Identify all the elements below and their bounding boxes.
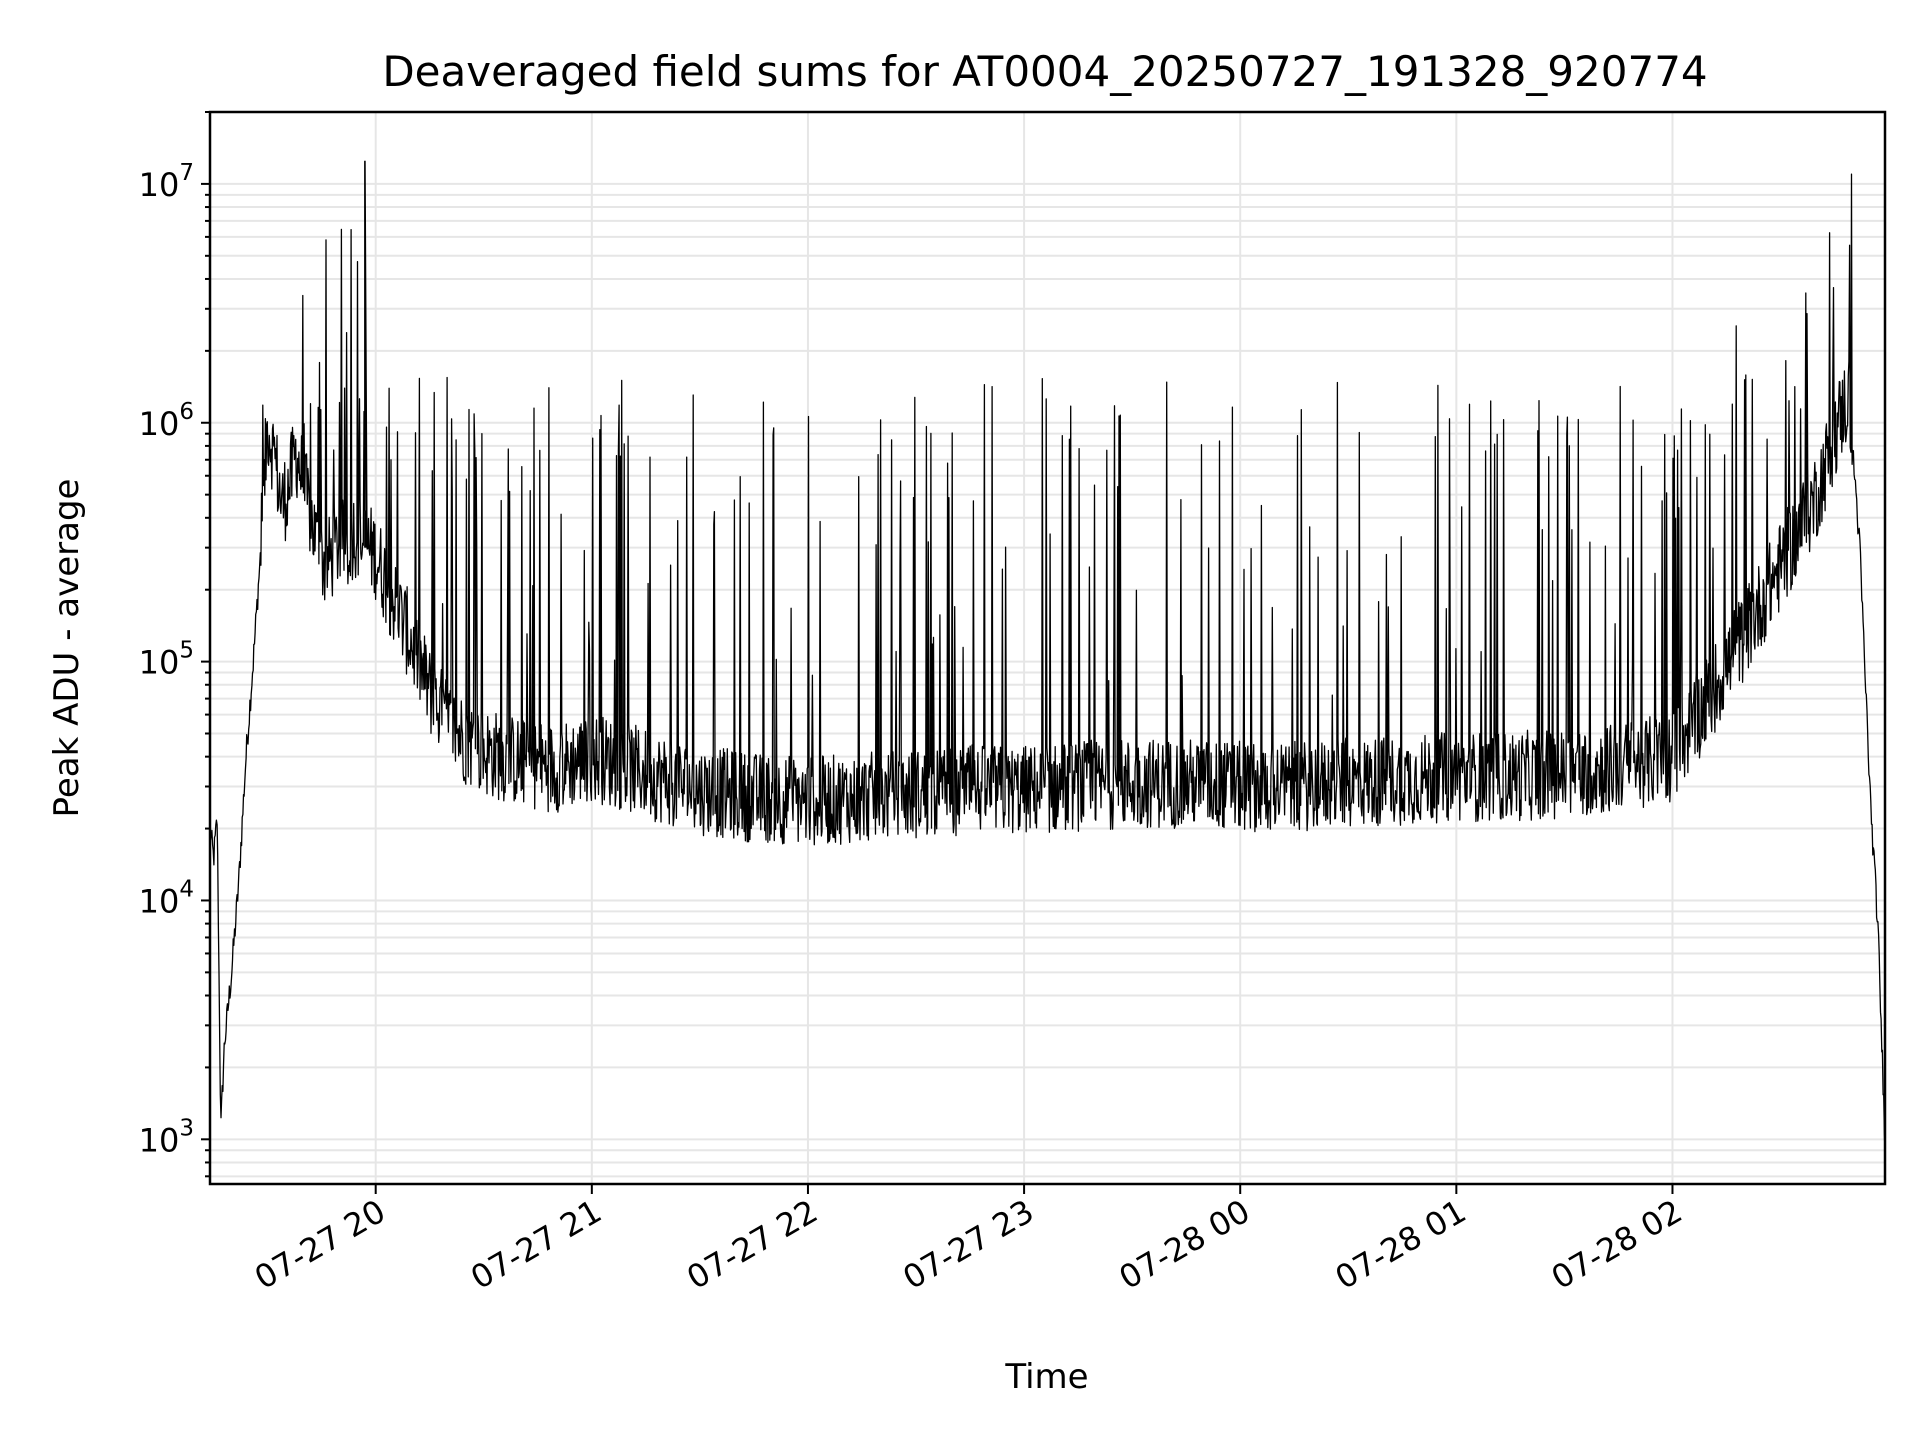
y-tick-label: 106: [139, 399, 194, 443]
chart-title: Deaveraged field sums for AT0004_2025072…: [382, 47, 1707, 96]
x-axis-label: Time: [1004, 1357, 1088, 1397]
plot-frame: [208, 110, 1887, 1186]
y-tick-label: 104: [139, 876, 194, 920]
y-tick-label: 105: [139, 638, 194, 682]
series-spike: [364, 160, 368, 548]
series-layer: [209, 160, 1886, 1152]
y-axis-label: Peak ADU - average: [47, 479, 87, 818]
y-tick-label: 103: [139, 1115, 194, 1159]
y-axis-ticks: 103 104 105 106 107: [139, 111, 210, 1178]
y-tick-label: 107: [139, 160, 194, 204]
series-line: [209, 173, 1886, 1152]
